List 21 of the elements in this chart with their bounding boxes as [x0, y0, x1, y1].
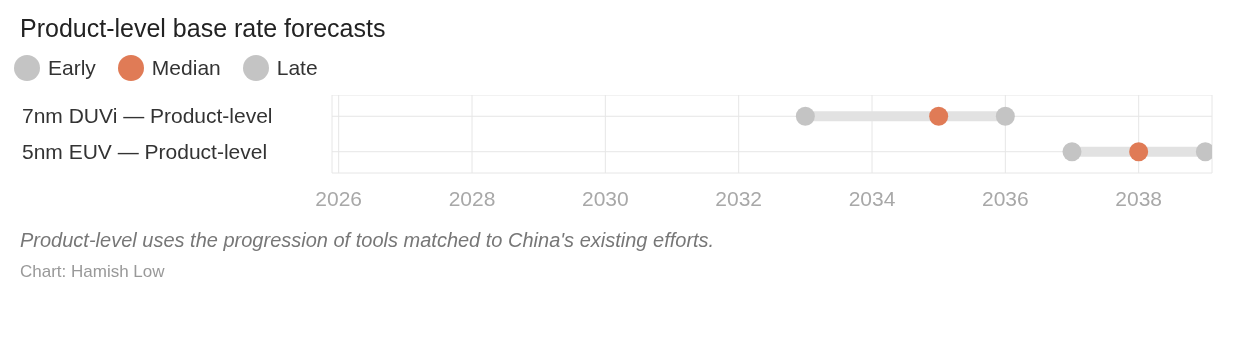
- point: [795, 106, 815, 126]
- x-tick-label: 2032: [715, 186, 763, 210]
- y-tick-label: 7nm DUVi — Product-level: [22, 104, 273, 128]
- x-tick-label: 2030: [581, 186, 629, 210]
- point: [995, 106, 1015, 126]
- x-tick-label: 2034: [848, 186, 896, 210]
- legend-label: Late: [275, 55, 318, 81]
- chart-title: Product-level base rate forecasts: [20, 14, 387, 43]
- x-tick-label: 2028: [448, 186, 496, 210]
- x-tick-label: 2036: [981, 186, 1029, 210]
- point: [1062, 142, 1082, 162]
- text: Product-level uses the progression of tools matched to China's existing efforts.: [20, 229, 716, 252]
- x-tick-label: 2038: [1115, 186, 1163, 210]
- point: [1129, 142, 1149, 162]
- y-tick-label: 5nm EUV — Product-level: [22, 139, 268, 163]
- legend-label: Early: [47, 55, 96, 81]
- x-tick-label: 2026: [315, 186, 363, 210]
- point: [929, 106, 949, 126]
- point: [1195, 142, 1212, 162]
- text: Chart: Hamish Low: [20, 262, 166, 282]
- legend-label: Median: [150, 55, 221, 81]
